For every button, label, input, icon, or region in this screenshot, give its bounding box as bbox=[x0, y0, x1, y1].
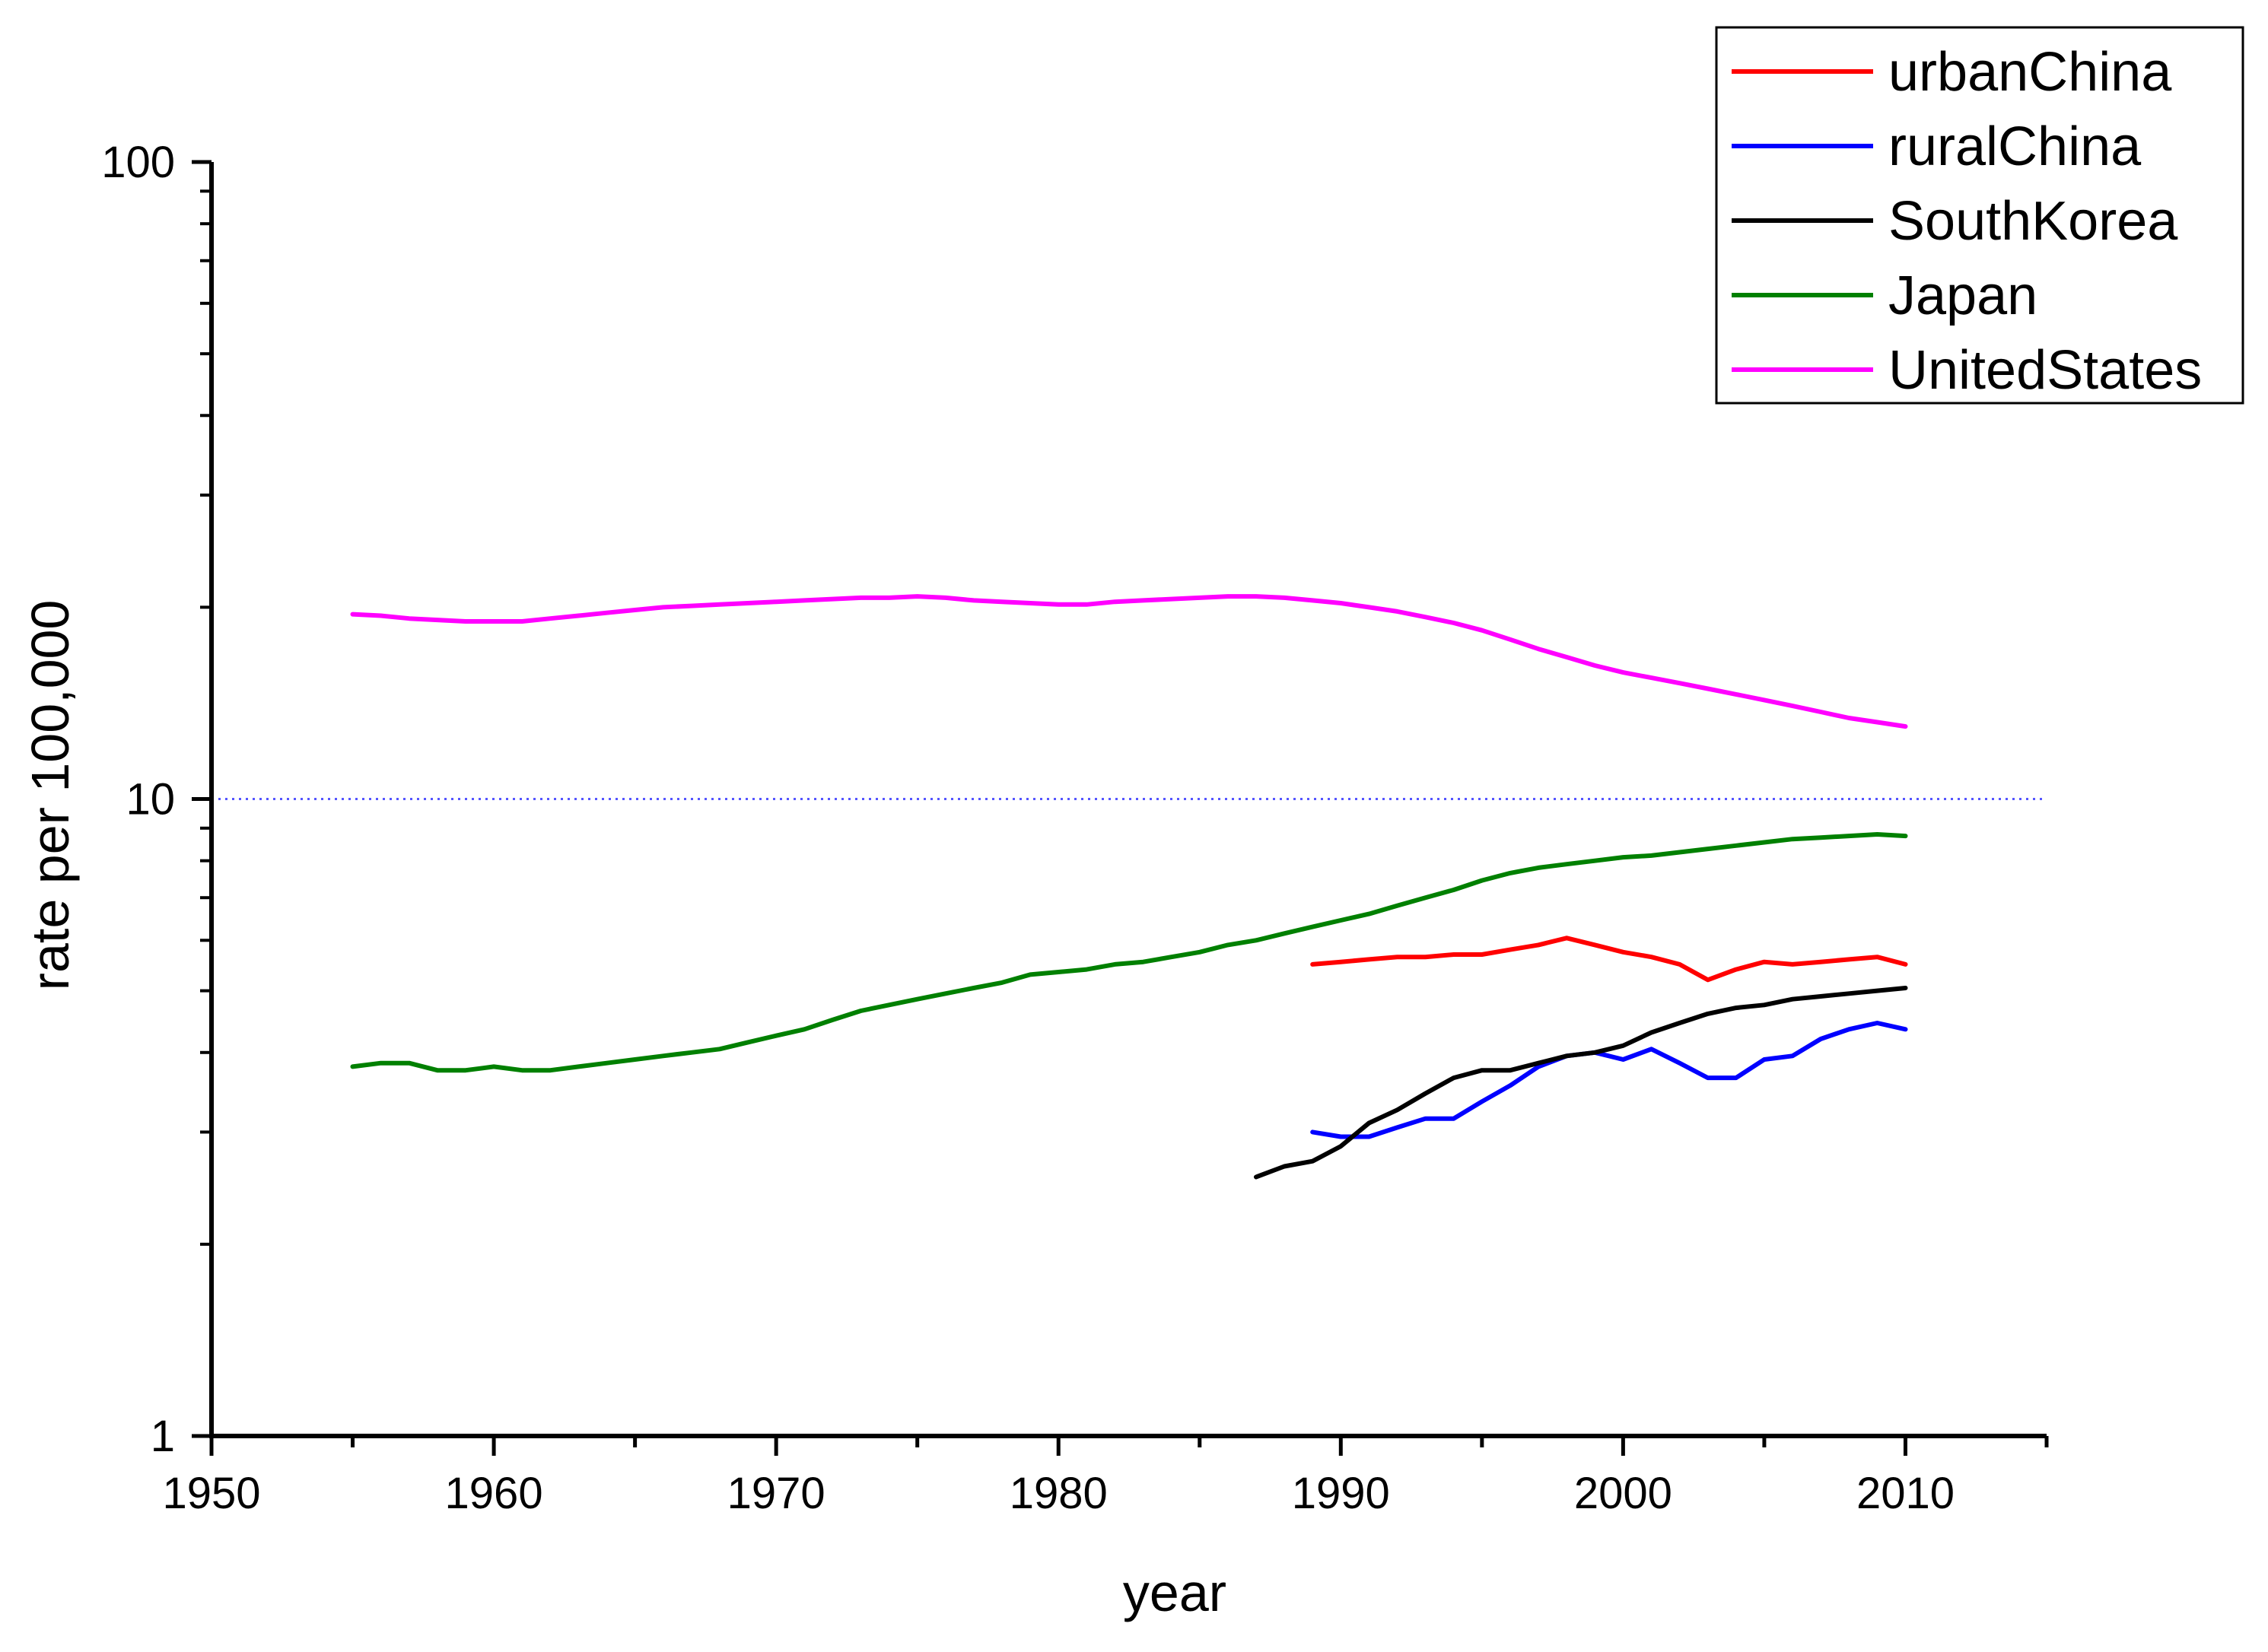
series-line-ruralChina bbox=[1310, 1021, 1908, 1139]
x-tick-label: 1950 bbox=[162, 1469, 260, 1518]
series-line-Japan bbox=[350, 832, 1908, 1073]
legend-box bbox=[1715, 26, 2244, 405]
x-tick-label: 1960 bbox=[445, 1469, 543, 1518]
legend-label-ruralChina: ruralChina bbox=[1888, 116, 2142, 177]
series-line-SouthKorea bbox=[1254, 986, 1908, 1180]
x-axis-title: year bbox=[1123, 1563, 1226, 1622]
y-tick-label: 1 bbox=[151, 1412, 175, 1461]
legend-label-UnitedStates: UnitedStates bbox=[1888, 340, 2202, 401]
y-tick-label: 10 bbox=[126, 775, 175, 824]
series-layer bbox=[350, 594, 1908, 1180]
x-tick-label: 1990 bbox=[1292, 1469, 1390, 1518]
legend: urbanChina ruralChina SouthKorea Japan Unite… bbox=[1715, 26, 2244, 405]
axes-layer: 1950 1960 1970 1980 1990 2000 2010 1 10 100 bbox=[101, 138, 2049, 1518]
x-tick-label: 1970 bbox=[727, 1469, 825, 1518]
x-tick-label: 2000 bbox=[1574, 1469, 1672, 1518]
y-axis-title: rate per 100,000 bbox=[21, 600, 80, 991]
series-line-urbanChina bbox=[1310, 936, 1908, 983]
x-tick-label: 2010 bbox=[1856, 1469, 1955, 1518]
series-line-UnitedStates bbox=[350, 594, 1908, 729]
y-tick-label: 100 bbox=[101, 138, 175, 187]
legend-label-urbanChina: urbanChina bbox=[1888, 42, 2172, 103]
legend-label-Japan: Japan bbox=[1888, 265, 2037, 326]
x-tick-label: 1980 bbox=[1010, 1469, 1108, 1518]
legend-label-SouthKorea: SouthKorea bbox=[1888, 191, 2178, 252]
